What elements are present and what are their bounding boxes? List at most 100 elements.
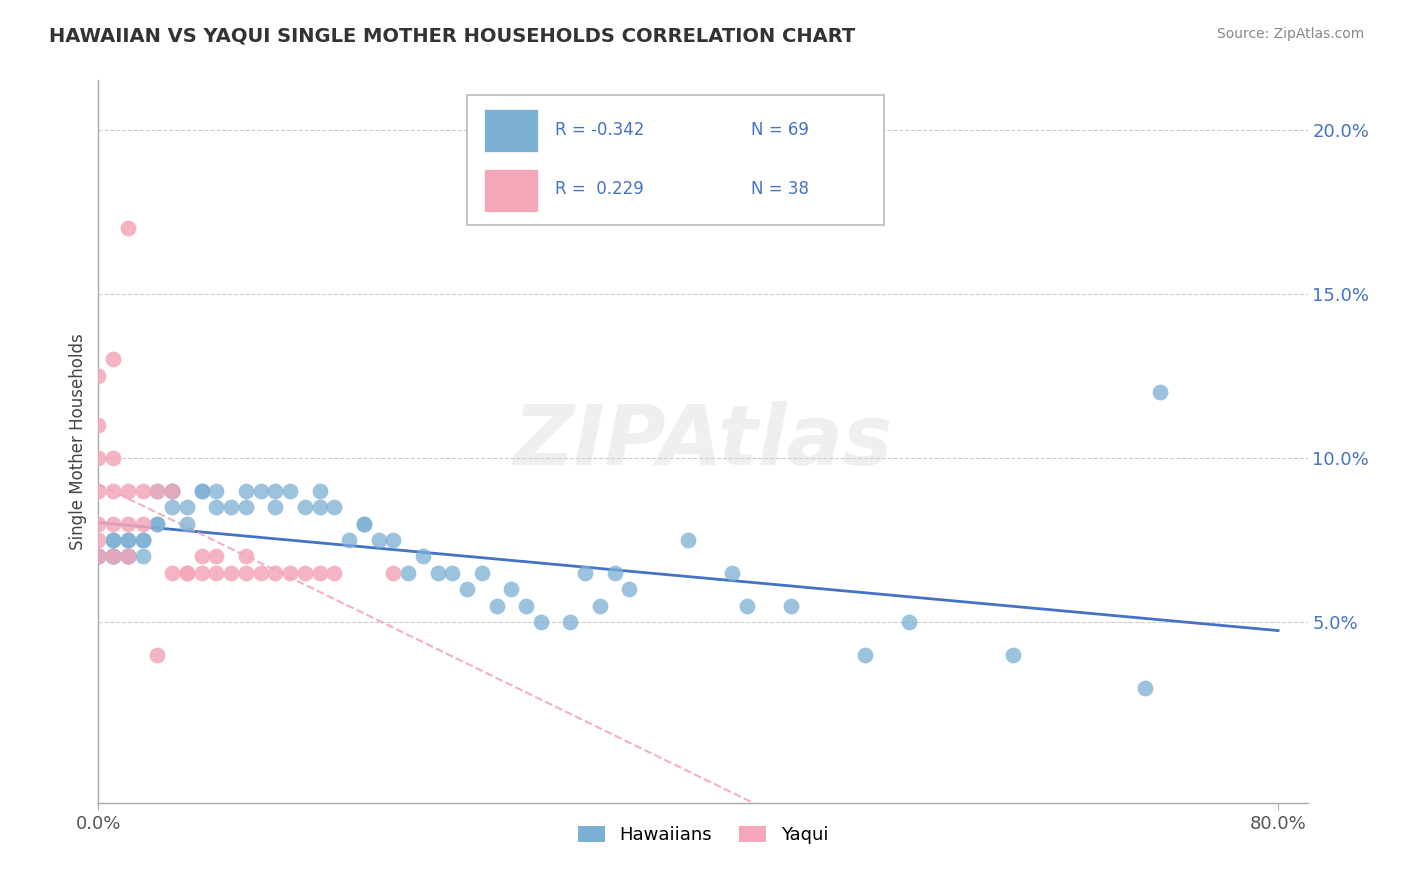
Point (131, 549, 153, 564)
Point (117, 533, 139, 547)
Point (176, 516, 198, 531)
Point (1135, 681, 1157, 695)
Point (131, 516, 153, 531)
Point (853, 648, 876, 662)
Text: HAWAIIAN VS YAQUI SINGLE MOTHER HOUSEHOLDS CORRELATION CHART: HAWAIIAN VS YAQUI SINGLE MOTHER HOUSEHOL… (49, 27, 855, 45)
Point (87, 549, 110, 564)
Point (412, 549, 434, 564)
Point (235, 549, 257, 564)
Point (471, 566, 494, 580)
Point (323, 500, 346, 515)
Point (160, 483, 183, 498)
Point (235, 566, 257, 580)
Point (619, 582, 641, 597)
Point (396, 566, 419, 580)
Point (1149, 385, 1171, 400)
Point (176, 566, 198, 580)
Point (278, 483, 301, 498)
Point (205, 500, 228, 515)
Point (485, 599, 508, 613)
Point (308, 500, 330, 515)
Point (249, 566, 271, 580)
Point (146, 516, 169, 531)
Point (367, 533, 389, 547)
Point (101, 549, 124, 564)
Point (278, 566, 301, 580)
Point (146, 516, 169, 531)
Point (160, 566, 183, 580)
Point (515, 599, 537, 613)
Point (235, 500, 257, 515)
Point (87, 368, 110, 383)
Point (190, 549, 212, 564)
Point (294, 566, 316, 580)
Point (117, 516, 139, 531)
Point (264, 483, 287, 498)
Point (323, 566, 346, 580)
Point (146, 648, 169, 662)
Point (353, 516, 375, 531)
Point (308, 483, 330, 498)
Point (898, 615, 921, 630)
Point (382, 566, 405, 580)
Point (308, 566, 330, 580)
Point (101, 549, 124, 564)
Point (530, 615, 553, 630)
Legend: Hawaiians, Yaqui: Hawaiians, Yaqui (571, 819, 835, 852)
Point (101, 483, 124, 498)
Point (87, 549, 110, 564)
Point (190, 483, 212, 498)
Point (426, 566, 449, 580)
Point (146, 483, 169, 498)
Point (501, 582, 523, 597)
Point (117, 549, 139, 564)
Point (382, 533, 405, 547)
Point (101, 450, 124, 465)
Point (190, 566, 212, 580)
Point (780, 599, 803, 613)
Point (589, 599, 612, 613)
Point (87, 549, 110, 564)
Point (87, 483, 110, 498)
Point (678, 533, 700, 547)
Point (87, 418, 110, 433)
Point (603, 566, 626, 580)
Point (235, 483, 257, 498)
Point (249, 483, 271, 498)
Point (101, 516, 124, 531)
Point (117, 549, 139, 564)
Point (117, 533, 139, 547)
Point (264, 500, 287, 515)
Point (176, 500, 198, 515)
Point (101, 549, 124, 564)
Point (560, 615, 582, 630)
Y-axis label: Single Mother Households: Single Mother Households (69, 334, 87, 549)
Point (721, 566, 744, 580)
Point (456, 582, 478, 597)
Point (176, 566, 198, 580)
Point (205, 566, 228, 580)
Point (160, 483, 183, 498)
Point (117, 483, 139, 498)
Text: Source: ZipAtlas.com: Source: ZipAtlas.com (1216, 27, 1364, 41)
Point (160, 500, 183, 515)
Point (1001, 648, 1024, 662)
Point (117, 549, 139, 564)
Point (264, 566, 287, 580)
Point (219, 566, 242, 580)
Point (117, 221, 139, 235)
Point (87, 516, 110, 531)
Point (101, 533, 124, 547)
Point (101, 549, 124, 564)
Point (574, 566, 596, 580)
Text: ZIPAtlas: ZIPAtlas (513, 401, 893, 482)
Point (101, 533, 124, 547)
Point (87, 549, 110, 564)
Point (441, 566, 464, 580)
Point (337, 533, 360, 547)
Point (294, 500, 316, 515)
Point (87, 533, 110, 547)
Point (190, 483, 212, 498)
Point (101, 549, 124, 564)
Point (131, 533, 153, 547)
